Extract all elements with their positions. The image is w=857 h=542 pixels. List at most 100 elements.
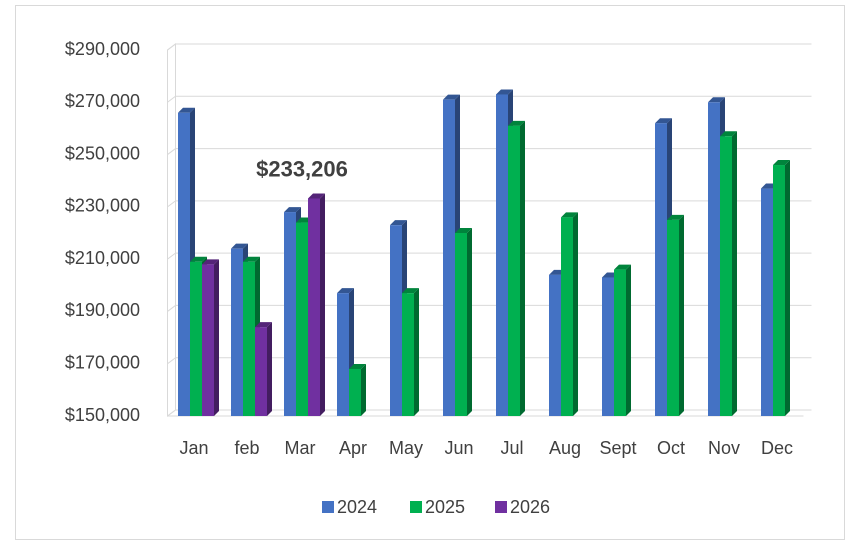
- bar-top: [402, 288, 419, 294]
- x-tick-label: Aug: [549, 438, 581, 458]
- bar-side: [626, 264, 631, 416]
- bar-top: [561, 212, 578, 218]
- bar: [243, 261, 255, 416]
- bar-top: [255, 322, 272, 328]
- bar-side: [679, 214, 684, 416]
- bar-top: [202, 259, 219, 265]
- bar-side: [267, 322, 272, 416]
- bar: [308, 198, 320, 416]
- bar-top: [667, 214, 684, 220]
- bar: [296, 222, 308, 416]
- x-tick-label: Nov: [708, 438, 740, 458]
- grid-line-side: [167, 200, 176, 208]
- bar: [708, 102, 720, 417]
- bar-side: [573, 212, 578, 416]
- bar: [190, 261, 202, 416]
- bar: [337, 293, 349, 416]
- bar: [202, 264, 214, 416]
- bar-side: [361, 363, 366, 416]
- bar: [390, 225, 402, 416]
- bar: [602, 277, 614, 416]
- legend-label: 2024: [337, 497, 377, 517]
- legend-label: 2025: [425, 497, 465, 517]
- y-tick-label: $250,000: [65, 143, 140, 163]
- legend-swatch: [410, 501, 422, 513]
- grid-line-side: [167, 43, 176, 51]
- x-tick-label: Apr: [339, 438, 367, 458]
- bar: [549, 274, 561, 416]
- bar-top: [284, 207, 301, 213]
- y-tick-label: $290,000: [65, 39, 140, 59]
- legend-label: 2026: [510, 497, 550, 517]
- bar-top: [390, 220, 407, 226]
- bar-side: [785, 160, 790, 416]
- y-tick-label: $150,000: [65, 405, 140, 425]
- bar-top: [349, 363, 366, 369]
- grid-line-side: [167, 305, 176, 312]
- bar-side: [414, 288, 419, 416]
- x-tick-label: Jan: [179, 438, 208, 458]
- bar: [255, 327, 267, 416]
- bar: [508, 125, 520, 417]
- bar-side: [214, 259, 219, 416]
- bar: [443, 99, 455, 417]
- bar-top: [655, 118, 672, 124]
- x-tick-label: Dec: [761, 438, 793, 458]
- bar: [284, 212, 296, 416]
- bar-top: [337, 288, 354, 294]
- bar-side: [732, 131, 737, 416]
- bar: [231, 248, 243, 416]
- y-tick-label: $270,000: [65, 91, 140, 111]
- bar: [455, 233, 467, 416]
- y-tick-label: $230,000: [65, 196, 140, 216]
- grid-line-side: [167, 357, 176, 365]
- bar-side: [520, 120, 525, 417]
- bar-top: [178, 107, 195, 113]
- x-tick-label: Jun: [444, 438, 473, 458]
- y-tick-label: $170,000: [65, 352, 140, 372]
- grid-line-side: [167, 95, 176, 103]
- y-tick-label: $210,000: [65, 248, 140, 268]
- bar: [561, 217, 573, 416]
- bar-top: [308, 193, 325, 199]
- x-tick-label: feb: [234, 438, 259, 458]
- chart-border: [15, 5, 845, 540]
- grid-line-side: [167, 252, 176, 260]
- bar: [614, 269, 626, 416]
- x-tick-label: Sept: [599, 438, 636, 458]
- bar-top: [773, 160, 790, 166]
- x-tick-label: Jul: [500, 438, 523, 458]
- bar-top: [443, 94, 460, 100]
- data-label: $233,206: [256, 156, 348, 181]
- bar-top: [243, 256, 260, 262]
- bar-top: [708, 97, 725, 103]
- bar: [773, 165, 785, 416]
- bar: [761, 188, 773, 416]
- bar-top: [614, 264, 631, 270]
- bar-top: [231, 243, 248, 249]
- bar-top: [190, 256, 207, 262]
- legend-swatch: [322, 501, 334, 513]
- bar-top: [496, 89, 513, 95]
- bar: [720, 136, 732, 416]
- bar: [178, 112, 190, 416]
- x-tick-label: May: [389, 438, 423, 458]
- grid-line-side: [167, 148, 176, 155]
- bar-side: [320, 193, 325, 416]
- x-tick-label: Oct: [657, 438, 685, 458]
- bar: [349, 368, 361, 416]
- bar-top: [455, 228, 472, 233]
- bar: [402, 293, 414, 416]
- y-tick-label: $190,000: [65, 300, 140, 320]
- bar: [496, 94, 508, 416]
- bar: [667, 219, 679, 416]
- bar-top: [508, 120, 525, 126]
- x-tick-label: Mar: [285, 438, 316, 458]
- legend-swatch: [495, 501, 507, 513]
- bar-side: [467, 228, 472, 416]
- grid-line-side: [167, 409, 176, 417]
- bar: [655, 123, 667, 416]
- bar-top: [720, 131, 737, 137]
